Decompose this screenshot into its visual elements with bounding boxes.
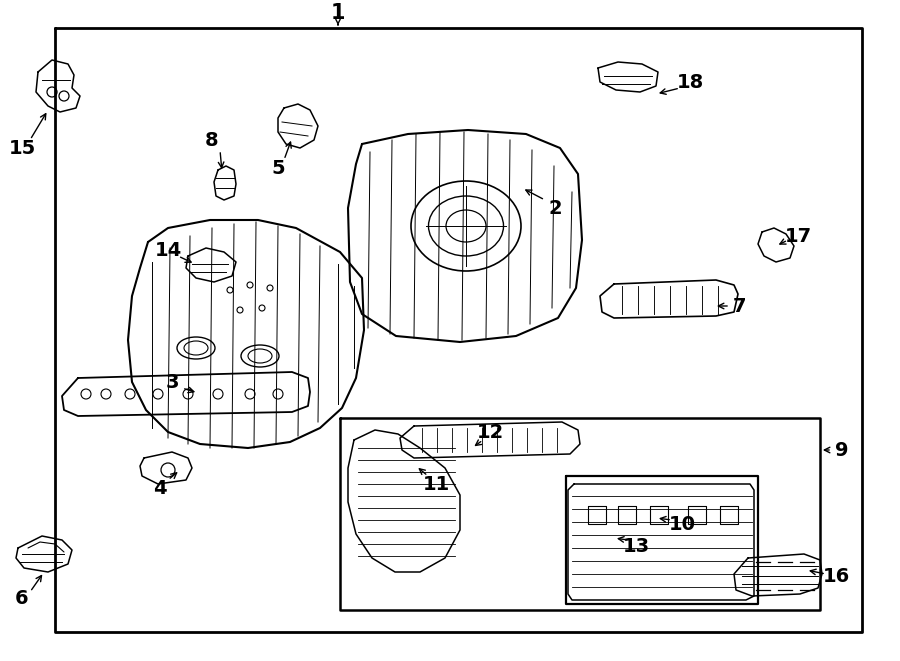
Text: 12: 12 <box>476 422 504 442</box>
Text: 2: 2 <box>548 198 562 217</box>
Text: 7: 7 <box>734 297 747 315</box>
Text: 9: 9 <box>835 440 849 459</box>
Text: 17: 17 <box>785 227 812 245</box>
Text: 1: 1 <box>331 3 346 23</box>
Text: 5: 5 <box>271 159 284 178</box>
Text: 4: 4 <box>153 479 166 498</box>
Text: 6: 6 <box>15 588 29 607</box>
Text: 16: 16 <box>823 566 850 586</box>
Text: 15: 15 <box>8 139 36 157</box>
Text: 3: 3 <box>166 373 179 391</box>
Text: 18: 18 <box>677 73 704 91</box>
Text: 8: 8 <box>205 130 219 149</box>
Text: 10: 10 <box>669 514 696 533</box>
Text: 14: 14 <box>155 241 182 260</box>
Text: 11: 11 <box>422 475 450 494</box>
Text: 13: 13 <box>623 537 650 555</box>
